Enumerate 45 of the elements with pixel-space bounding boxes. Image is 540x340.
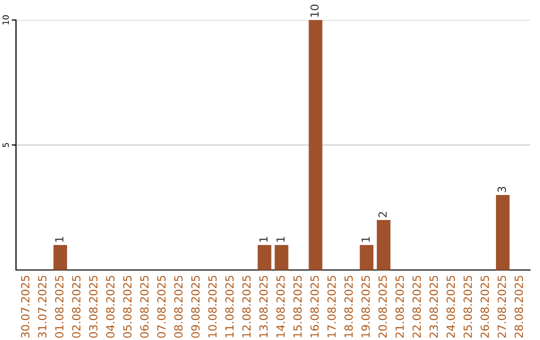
x-tick-label: 25.08.2025: [464, 276, 472, 338]
data-label: 1: [55, 236, 64, 242]
bar: [258, 245, 272, 270]
bar: [308, 20, 322, 270]
x-tick-label: 28.08.2025: [514, 276, 524, 338]
y-tick-label: 5: [2, 143, 9, 148]
bar: [376, 220, 390, 270]
bar: [496, 195, 510, 270]
data-label: 1: [259, 236, 268, 242]
data-label: 3: [498, 186, 506, 192]
x-tick-label: 27.08.2025: [498, 276, 506, 338]
x-tick-label: 31.07.2025: [38, 276, 46, 338]
x-tick-label: 30.07.2025: [21, 276, 30, 338]
x-tick-label: 08.08.2025: [174, 276, 183, 338]
x-tick-label: 02.08.2025: [72, 276, 80, 338]
x-tick-label: 13.08.2025: [259, 276, 268, 338]
x-tick-label: 16.08.2025: [310, 276, 319, 338]
x-tick-label: 18.08.2025: [344, 276, 353, 338]
data-label: 1: [362, 236, 370, 242]
x-tick-label: 07.08.2025: [157, 276, 166, 338]
x-tick-label: 04.08.2025: [106, 276, 115, 338]
x-tick-label: 21.08.2025: [395, 276, 404, 338]
x-tick-label: 05.08.2025: [123, 276, 132, 338]
x-tick-label: 12.08.2025: [242, 276, 251, 338]
x-tick-label: 23.08.2025: [430, 276, 438, 338]
data-label: 2: [378, 212, 387, 218]
x-tick-label: 15.08.2025: [293, 276, 302, 338]
data-label: 10: [310, 4, 319, 17]
x-tick-label: 19.08.2025: [361, 276, 370, 338]
bar: [274, 245, 288, 270]
x-tick-label: 26.08.2025: [480, 276, 489, 338]
x-tick-label: 14.08.2025: [276, 276, 285, 338]
x-tick-label: 09.08.2025: [191, 276, 200, 338]
x-tick-label: 24.08.2025: [446, 276, 455, 338]
x-tick-label: 17.08.2025: [327, 276, 336, 338]
x-tick-label: 06.08.2025: [140, 276, 149, 338]
x-tick-label: 10.08.2025: [208, 276, 217, 338]
bar: [53, 245, 68, 270]
x-tick-label: 03.08.2025: [89, 276, 98, 338]
x-tick-label: 01.08.2025: [55, 276, 64, 338]
x-tick-label: 20.08.2025: [378, 276, 387, 338]
bar: [360, 245, 374, 270]
x-tick-label: 11.08.2025: [225, 276, 234, 338]
data-label: 1: [276, 236, 285, 242]
x-tick-label: 22.08.2025: [412, 276, 421, 338]
